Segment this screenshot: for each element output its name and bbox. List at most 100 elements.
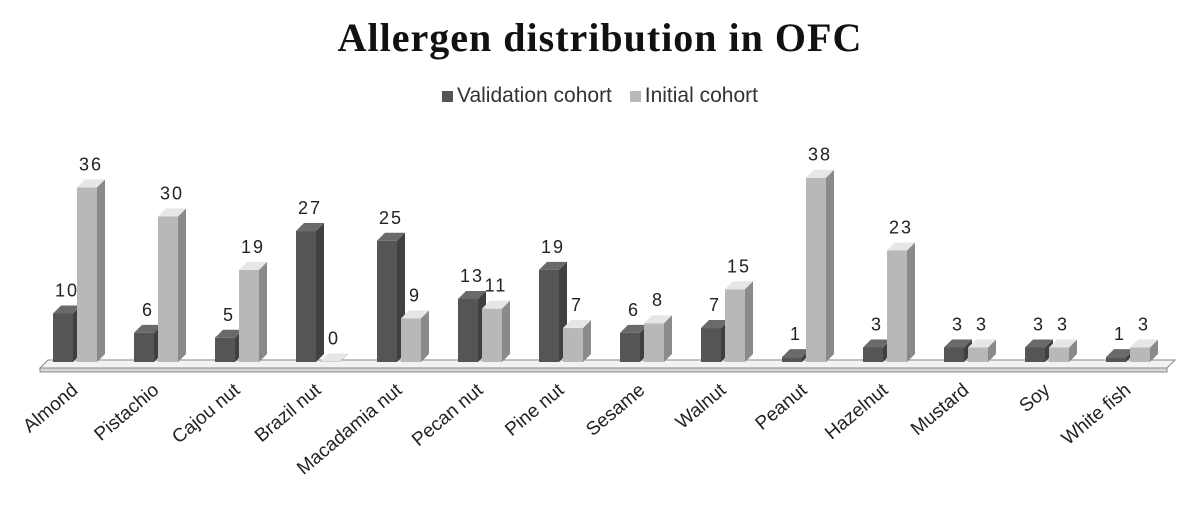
- bar-top-validation-0: [53, 305, 81, 314]
- data-label-initial-1: 30: [160, 184, 184, 204]
- floor-plane: [38, 359, 1177, 369]
- x-tick-label-5: Pecan nut: [408, 379, 488, 451]
- data-label-initial-9: 38: [808, 145, 832, 165]
- data-label-initial-8: 15: [727, 256, 751, 276]
- bar-top-validation-4: [377, 232, 405, 241]
- bar-top-initial-3: [320, 353, 348, 362]
- bar-side-initial-6: [583, 320, 591, 362]
- x-tick-label-7: Sesame: [582, 380, 649, 441]
- bar-validation-7: [620, 332, 640, 362]
- legend-label-initial: Initial cohort: [644, 84, 758, 107]
- bar-initial-1: [158, 216, 178, 362]
- bar-side-validation-3: [316, 223, 324, 362]
- data-label-validation-13: 1: [1114, 324, 1126, 344]
- legend-swatch-validation: [442, 91, 454, 102]
- bar-top-initial-6: [563, 320, 591, 329]
- data-label-initial-4: 9: [409, 285, 421, 305]
- bar-initial-6: [563, 328, 583, 362]
- bar-side-initial-1: [178, 208, 186, 362]
- bar-side-initial-4: [421, 310, 429, 362]
- x-tick-label-10: Hazelnut: [821, 379, 892, 444]
- data-label-validation-11: 3: [952, 314, 964, 334]
- bar-side-initial-3: [340, 353, 348, 362]
- bar-side-initial-11: [988, 339, 996, 362]
- legend: Validation cohort Initial cohort: [0, 84, 1200, 108]
- bar-validation-10: [863, 347, 883, 362]
- data-label-initial-3: 0: [328, 329, 340, 349]
- data-label-validation-4: 25: [379, 208, 403, 228]
- bar-top-validation-11: [944, 339, 972, 348]
- bar-top-validation-2: [215, 329, 243, 338]
- data-label-validation-8: 7: [709, 295, 721, 315]
- bar-top-initial-10: [887, 242, 915, 251]
- legend-entry-validation: Validation cohort: [442, 84, 612, 108]
- data-label-validation-3: 27: [298, 198, 322, 218]
- data-label-initial-11: 3: [976, 314, 988, 334]
- bar-initial-11: [968, 347, 988, 362]
- bar-validation-8: [701, 328, 721, 362]
- bar-initial-8: [725, 289, 745, 362]
- data-label-initial-10: 23: [889, 217, 913, 237]
- floor-edge: [39, 367, 1168, 373]
- bar-top-validation-9: [782, 349, 810, 358]
- legend-swatch-initial: [629, 91, 641, 102]
- chart-title: Allergen distribution in OFC: [337, 15, 863, 60]
- bar-validation-1: [134, 332, 154, 362]
- bar-side-initial-13: [1150, 339, 1158, 362]
- bar-top-initial-12: [1049, 339, 1077, 348]
- data-label-validation-5: 13: [460, 266, 484, 286]
- data-label-initial-0: 36: [79, 154, 103, 174]
- bar-top-initial-9: [806, 169, 834, 178]
- x-tick-label-9: Peanut: [752, 379, 812, 434]
- data-label-validation-7: 6: [628, 300, 640, 320]
- bar-initial-9: [806, 177, 826, 362]
- bar-top-validation-3: [296, 223, 324, 232]
- bar-side-initial-9: [826, 169, 834, 362]
- bar-top-initial-8: [725, 281, 753, 290]
- bar-initial-2: [239, 269, 259, 362]
- bar-initial-7: [644, 323, 664, 362]
- bar-top-initial-1: [158, 208, 186, 217]
- bar-side-initial-5: [502, 300, 510, 362]
- data-label-validation-0: 10: [55, 281, 79, 301]
- bar-top-initial-7: [644, 315, 672, 324]
- x-tick-label-8: Walnut: [672, 379, 731, 433]
- bar-side-initial-8: [745, 281, 753, 362]
- x-tick-label-11: Mustard: [907, 380, 973, 440]
- bar-side-initial-7: [664, 315, 672, 362]
- bar-initial-4: [401, 318, 421, 362]
- data-label-initial-2: 19: [241, 237, 265, 257]
- data-label-validation-6: 19: [541, 237, 565, 257]
- x-tick-label-3: Brazil nut: [251, 379, 326, 446]
- bar-side-initial-12: [1069, 339, 1077, 362]
- x-tick-label-2: Cajou nut: [168, 379, 244, 448]
- bar-validation-12: [1025, 347, 1045, 362]
- bar-top-initial-5: [482, 300, 510, 309]
- bar-initial-12: [1049, 347, 1069, 362]
- bar-validation-11: [944, 347, 964, 362]
- x-tick-label-1: Pistachio: [91, 380, 164, 446]
- bar-side-initial-10: [907, 242, 915, 362]
- bar-validation-0: [53, 313, 73, 362]
- data-label-initial-6: 7: [571, 295, 583, 315]
- bar-validation-13: [1106, 357, 1126, 362]
- bar-top-initial-2: [239, 261, 267, 270]
- bar-top-validation-10: [863, 339, 891, 348]
- bar-side-initial-0: [97, 179, 105, 362]
- x-tick-label-13: White fish: [1058, 380, 1135, 450]
- bar-top-validation-7: [620, 324, 648, 333]
- data-label-validation-10: 3: [871, 314, 883, 334]
- bar-initial-13: [1130, 347, 1150, 362]
- data-label-initial-12: 3: [1057, 314, 1069, 334]
- data-label-initial-13: 3: [1138, 314, 1150, 334]
- bar-validation-4: [377, 240, 397, 362]
- bar-validation-9: [782, 357, 802, 362]
- bar-top-initial-4: [401, 310, 429, 319]
- bar-top-validation-5: [458, 290, 486, 299]
- data-label-validation-12: 3: [1033, 314, 1045, 334]
- bar-initial-3: [320, 361, 340, 362]
- data-label-validation-9: 1: [790, 324, 802, 344]
- bar-initial-0: [77, 187, 97, 362]
- bar-initial-10: [887, 250, 907, 362]
